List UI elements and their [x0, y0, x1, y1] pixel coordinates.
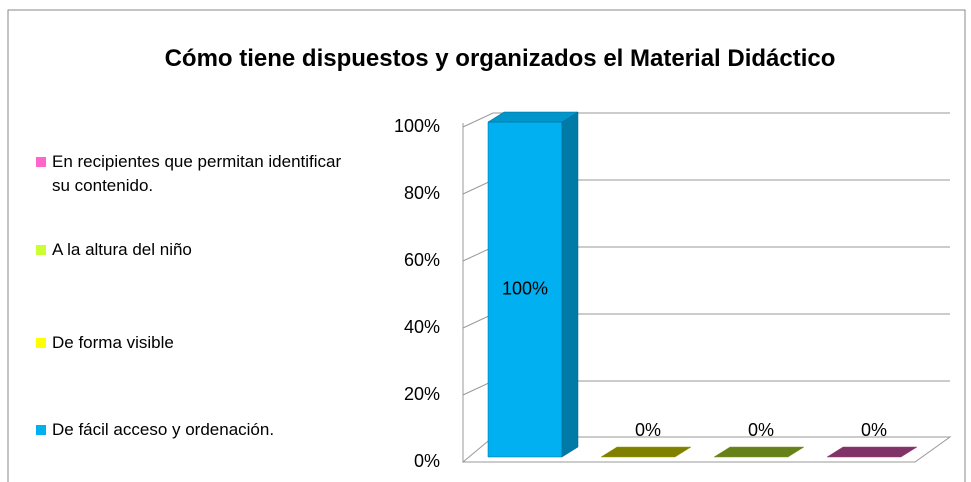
bar-side	[561, 111, 579, 458]
legend-label: A la altura del niño	[52, 240, 192, 259]
legend-swatch	[36, 157, 46, 167]
y-tick-label: 100%	[394, 116, 440, 136]
chart-title: Cómo tiene dispuestos y organizados el M…	[164, 45, 836, 72]
bar	[487, 111, 579, 458]
bar	[600, 446, 692, 458]
y-tick-label: 60%	[404, 250, 440, 270]
bar-top	[487, 111, 579, 123]
legend-item: A la altura del niño	[36, 238, 362, 262]
bar	[713, 446, 805, 458]
bar-top	[826, 446, 918, 458]
data-label: 0%	[635, 420, 661, 440]
legend-item: De forma visible	[36, 331, 362, 355]
data-label: 0%	[748, 420, 774, 440]
bar-top	[713, 446, 805, 458]
legend-swatch	[36, 245, 46, 255]
y-tick-label: 80%	[404, 183, 440, 203]
legend-swatch	[36, 425, 46, 435]
legend-item: En recipientes que permitan identificar …	[36, 150, 342, 198]
legend-swatch	[36, 338, 46, 348]
bar-top	[600, 446, 692, 458]
data-label: 0%	[861, 420, 887, 440]
chart-frame	[7, 9, 966, 482]
floor	[461, 436, 952, 463]
legend-label: De forma visible	[52, 333, 174, 352]
y-tick-label: 0%	[414, 451, 440, 471]
legend-item: De fácil acceso y ordenación.	[36, 418, 362, 442]
bar	[826, 446, 918, 458]
data-label: 100%	[502, 278, 548, 298]
legend-label: En recipientes que permitan identificar …	[52, 152, 342, 195]
grid-line	[462, 112, 950, 128]
y-tick-label: 40%	[404, 317, 440, 337]
y-tick-label: 20%	[404, 384, 440, 404]
legend-label: De fácil acceso y ordenación.	[52, 420, 275, 439]
